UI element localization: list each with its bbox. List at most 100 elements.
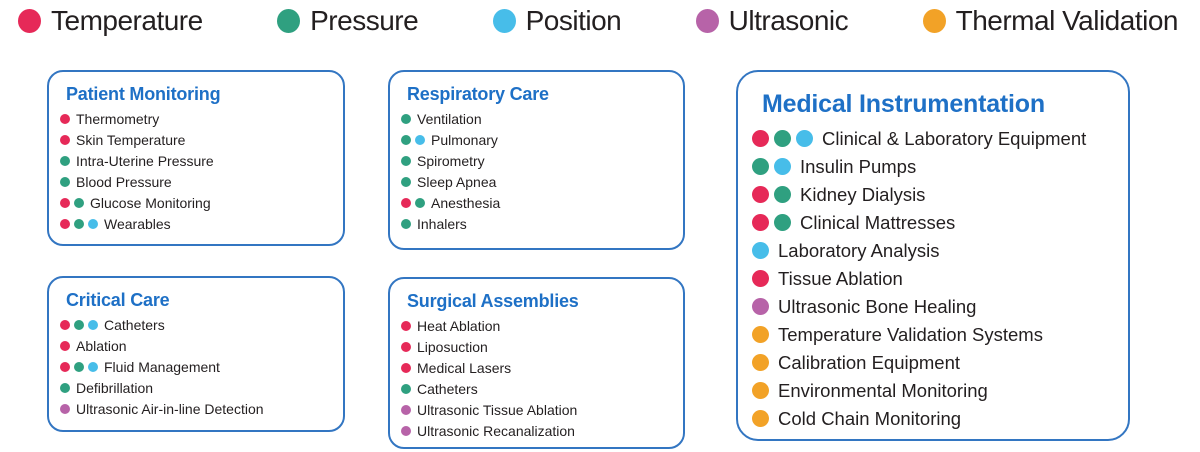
application-label: Glucose Monitoring — [90, 195, 211, 211]
application-label: Ultrasonic Air-in-line Detection — [76, 401, 264, 417]
application-label: Intra-Uterine Pressure — [76, 153, 214, 169]
pressure-dot-icon — [60, 177, 70, 187]
application-label: Fluid Management — [104, 359, 220, 375]
sensor-dots — [60, 341, 70, 351]
application-label: Calibration Equipment — [778, 352, 961, 373]
sensor-dots — [752, 158, 791, 175]
sensor-legend: Temperature Pressure Position Ultrasonic The… — [18, 2, 1178, 40]
temperature-dot-icon — [60, 341, 70, 351]
sensor-dots — [401, 135, 425, 145]
application-label: Defibrillation — [76, 380, 154, 396]
temperature-dot-icon — [401, 198, 411, 208]
application-item: Ultrasonic Tissue Ablation — [401, 403, 675, 417]
legend-label: Pressure — [310, 5, 419, 36]
thermal-dot-icon — [752, 410, 769, 427]
application-item: Pulmonary — [401, 133, 675, 147]
sensor-dots — [752, 410, 769, 427]
pressure-dot-icon — [401, 219, 411, 229]
application-label: Spirometry — [417, 153, 485, 169]
thermal-dot-icon — [752, 326, 769, 343]
pressure-dot-icon — [774, 214, 791, 231]
category-box-critical-care: Critical Care Catheters Ablation Fluid Mana… — [47, 276, 345, 432]
sensor-dots — [401, 426, 411, 436]
application-item: Ventilation — [401, 112, 675, 126]
position-dot-icon — [774, 158, 791, 175]
application-item: Defibrillation — [60, 381, 335, 395]
application-item: Clinical Mattresses — [752, 213, 1120, 232]
temperature-dot-icon — [752, 270, 769, 287]
sensor-dots — [752, 242, 769, 259]
pressure-dot-icon — [401, 114, 411, 124]
box-title: Medical Instrumentation — [762, 90, 1045, 118]
ultrasonic-dot-icon — [60, 404, 70, 414]
application-label: Catheters — [417, 381, 478, 397]
sensor-dots — [401, 198, 425, 208]
application-label: Ultrasonic Bone Healing — [778, 296, 977, 317]
application-item: Ablation — [60, 339, 335, 353]
application-label: Temperature Validation Systems — [778, 324, 1043, 345]
pressure-dot-icon — [60, 383, 70, 393]
temperature-dot-icon — [401, 363, 411, 373]
sensor-dots — [60, 383, 70, 393]
application-item: Wearables — [60, 217, 335, 231]
application-item: Anesthesia — [401, 196, 675, 210]
thermal-dot-icon — [922, 9, 946, 33]
temperature-dot-icon — [401, 321, 411, 331]
application-item: Skin Temperature — [60, 133, 335, 147]
sensor-dots — [60, 135, 70, 145]
application-item: Catheters — [60, 318, 335, 332]
sensor-dots — [401, 321, 411, 331]
pressure-dot-icon — [752, 158, 769, 175]
legend-item-position: Position — [492, 7, 622, 35]
application-item: Laboratory Analysis — [752, 241, 1120, 260]
legend-label: Thermal Validation — [955, 5, 1179, 36]
sensor-dots — [401, 342, 411, 352]
temperature-dot-icon — [60, 135, 70, 145]
temperature-dot-icon — [752, 130, 769, 147]
ultrasonic-dot-icon — [401, 405, 411, 415]
sensor-dots — [752, 130, 813, 147]
application-label: Wearables — [104, 216, 171, 232]
sensor-dots — [60, 320, 98, 330]
temperature-dot-icon — [60, 320, 70, 330]
pressure-dot-icon — [401, 384, 411, 394]
application-item: Calibration Equipment — [752, 353, 1120, 372]
application-label: Sleep Apnea — [417, 174, 497, 190]
sensor-dots — [401, 114, 411, 124]
application-label: Skin Temperature — [76, 132, 186, 148]
sensor-dots — [752, 326, 769, 343]
application-item: Tissue Ablation — [752, 269, 1120, 288]
application-item: Spirometry — [401, 154, 675, 168]
application-item: Inhalers — [401, 217, 675, 231]
sensor-dots — [752, 298, 769, 315]
temperature-dot-icon — [60, 362, 70, 372]
application-item: Ultrasonic Air-in-line Detection — [60, 402, 335, 416]
application-label: Liposuction — [417, 339, 488, 355]
temperature-dot-icon — [60, 114, 70, 124]
legend-item-pressure: Pressure — [277, 5, 419, 36]
position-dot-icon — [415, 135, 425, 145]
sensor-dots — [752, 382, 769, 399]
position-dot-icon — [88, 362, 98, 372]
application-label: Catheters — [104, 317, 165, 333]
pressure-dot-icon — [60, 156, 70, 166]
sensor-dots — [401, 384, 411, 394]
category-box-surgical-assemblies: Surgical Assemblies Heat Ablation Liposuct… — [388, 277, 685, 449]
pressure-dot-icon — [74, 320, 84, 330]
application-label: Thermometry — [76, 111, 160, 127]
pressure-dot-icon — [415, 198, 425, 208]
legend-item-ultrasonic: Ultrasonic — [695, 5, 849, 36]
sensor-dots — [752, 186, 791, 203]
sensor-dots — [752, 270, 769, 287]
application-label: Clinical Mattresses — [800, 212, 956, 233]
application-label: Ablation — [76, 338, 127, 354]
ultrasonic-dot-icon — [401, 426, 411, 436]
sensor-dots — [401, 363, 411, 373]
application-label: Ultrasonic Tissue Ablation — [417, 402, 578, 418]
legend-label: Ultrasonic — [728, 5, 849, 36]
sensor-dots — [60, 114, 70, 124]
ultrasonic-dot-icon — [752, 298, 769, 315]
legend-item-temperature: Temperature — [18, 7, 203, 35]
application-label: Clinical & Laboratory Equipment — [822, 128, 1087, 149]
